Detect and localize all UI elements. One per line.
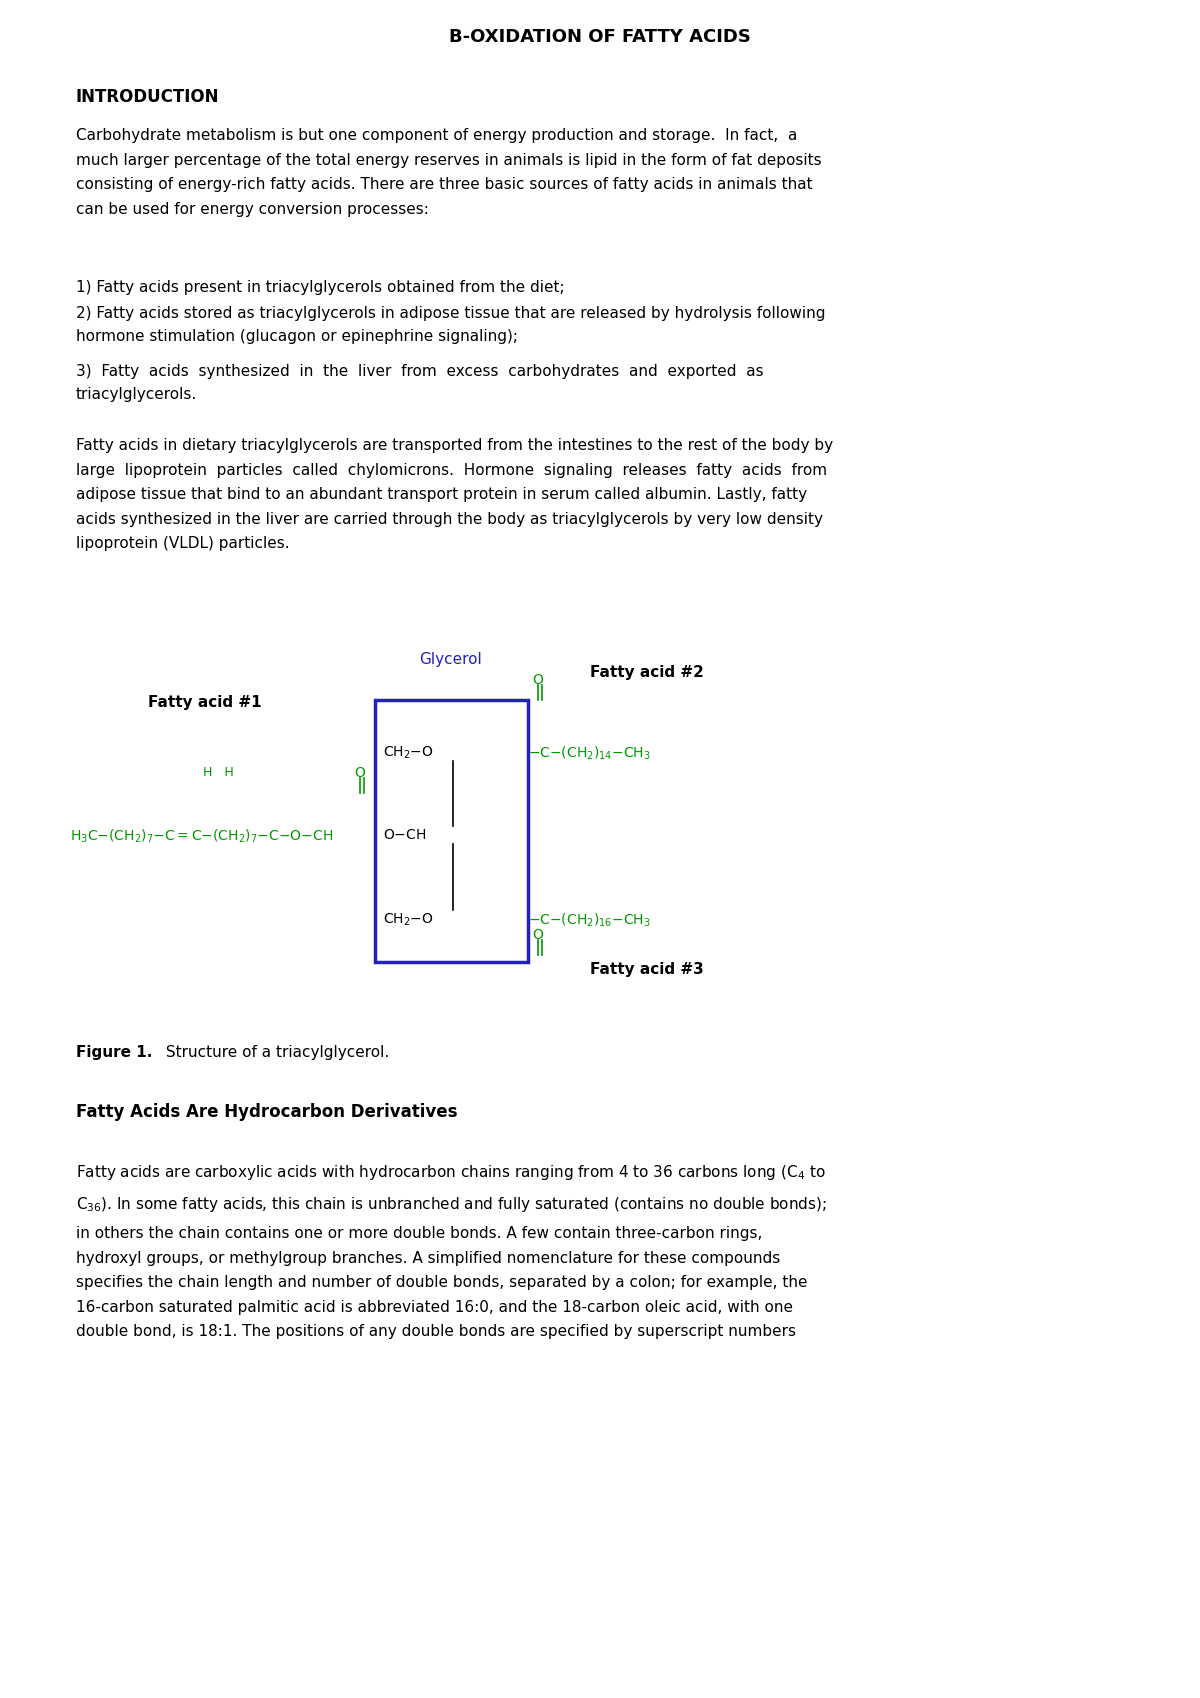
Text: O: O bbox=[354, 766, 366, 779]
Text: Fatty acid #1: Fatty acid #1 bbox=[148, 694, 262, 710]
Text: CH$_2$$-$O: CH$_2$$-$O bbox=[383, 912, 433, 929]
Text: Fatty acids are carboxylic acids with hydrocarbon chains ranging from 4 to 36 ca: Fatty acids are carboxylic acids with hy… bbox=[76, 1163, 826, 1182]
Text: Fatty acid #2: Fatty acid #2 bbox=[590, 666, 704, 679]
Text: O: O bbox=[533, 929, 544, 942]
Bar bbox=[374, 700, 528, 963]
Text: 1) Fatty acids present in triacylglycerols obtained from the diet;: 1) Fatty acids present in triacylglycero… bbox=[76, 280, 564, 295]
Text: 3)  Fatty  acids  synthesized  in  the  liver  from  excess  carbohydrates  and : 3) Fatty acids synthesized in the liver … bbox=[76, 363, 763, 402]
Text: Fatty Acids Are Hydrocarbon Derivatives: Fatty Acids Are Hydrocarbon Derivatives bbox=[76, 1104, 457, 1121]
Text: C$_{36}$). In some fatty acids, this chain is unbranched and fully saturated (co: C$_{36}$). In some fatty acids, this cha… bbox=[76, 1195, 827, 1214]
Text: CH$_2$$-$O: CH$_2$$-$O bbox=[383, 745, 433, 761]
Text: B-OXIDATION OF FATTY ACIDS: B-OXIDATION OF FATTY ACIDS bbox=[449, 27, 751, 46]
Text: Glycerol: Glycerol bbox=[419, 652, 481, 667]
Text: in others the chain contains one or more double bonds. A few contain three-carbo: in others the chain contains one or more… bbox=[76, 1226, 808, 1340]
Text: O$-$CH: O$-$CH bbox=[383, 829, 426, 842]
Text: H$_3$C$-$(CH$_2$)$_7$$-$C$=$C$-$(CH$_2$)$_7$$-$C$-$O$-$CH: H$_3$C$-$(CH$_2$)$_7$$-$C$=$C$-$(CH$_2$)… bbox=[70, 829, 334, 846]
Text: 2) Fatty acids stored as triacylglycerols in adipose tissue that are released by: 2) Fatty acids stored as triacylglycerol… bbox=[76, 306, 826, 345]
Text: INTRODUCTION: INTRODUCTION bbox=[76, 88, 220, 105]
Text: H   H: H H bbox=[203, 766, 233, 779]
Text: $-$C$-$(CH$_2$)$_{16}$$-$CH$_3$: $-$C$-$(CH$_2$)$_{16}$$-$CH$_3$ bbox=[528, 912, 650, 929]
Text: Fatty acid #3: Fatty acid #3 bbox=[590, 963, 703, 976]
Text: Structure of a triacylglycerol.: Structure of a triacylglycerol. bbox=[161, 1044, 389, 1060]
Text: Figure 1.: Figure 1. bbox=[76, 1044, 152, 1060]
Text: Carbohydrate metabolism is but one component of energy production and storage.  : Carbohydrate metabolism is but one compo… bbox=[76, 127, 821, 217]
Text: $-$C$-$(CH$_2$)$_{14}$$-$CH$_3$: $-$C$-$(CH$_2$)$_{14}$$-$CH$_3$ bbox=[528, 745, 650, 762]
Text: Fatty acids in dietary triacylglycerols are transported from the intestines to t: Fatty acids in dietary triacylglycerols … bbox=[76, 438, 833, 552]
Text: O: O bbox=[533, 672, 544, 688]
